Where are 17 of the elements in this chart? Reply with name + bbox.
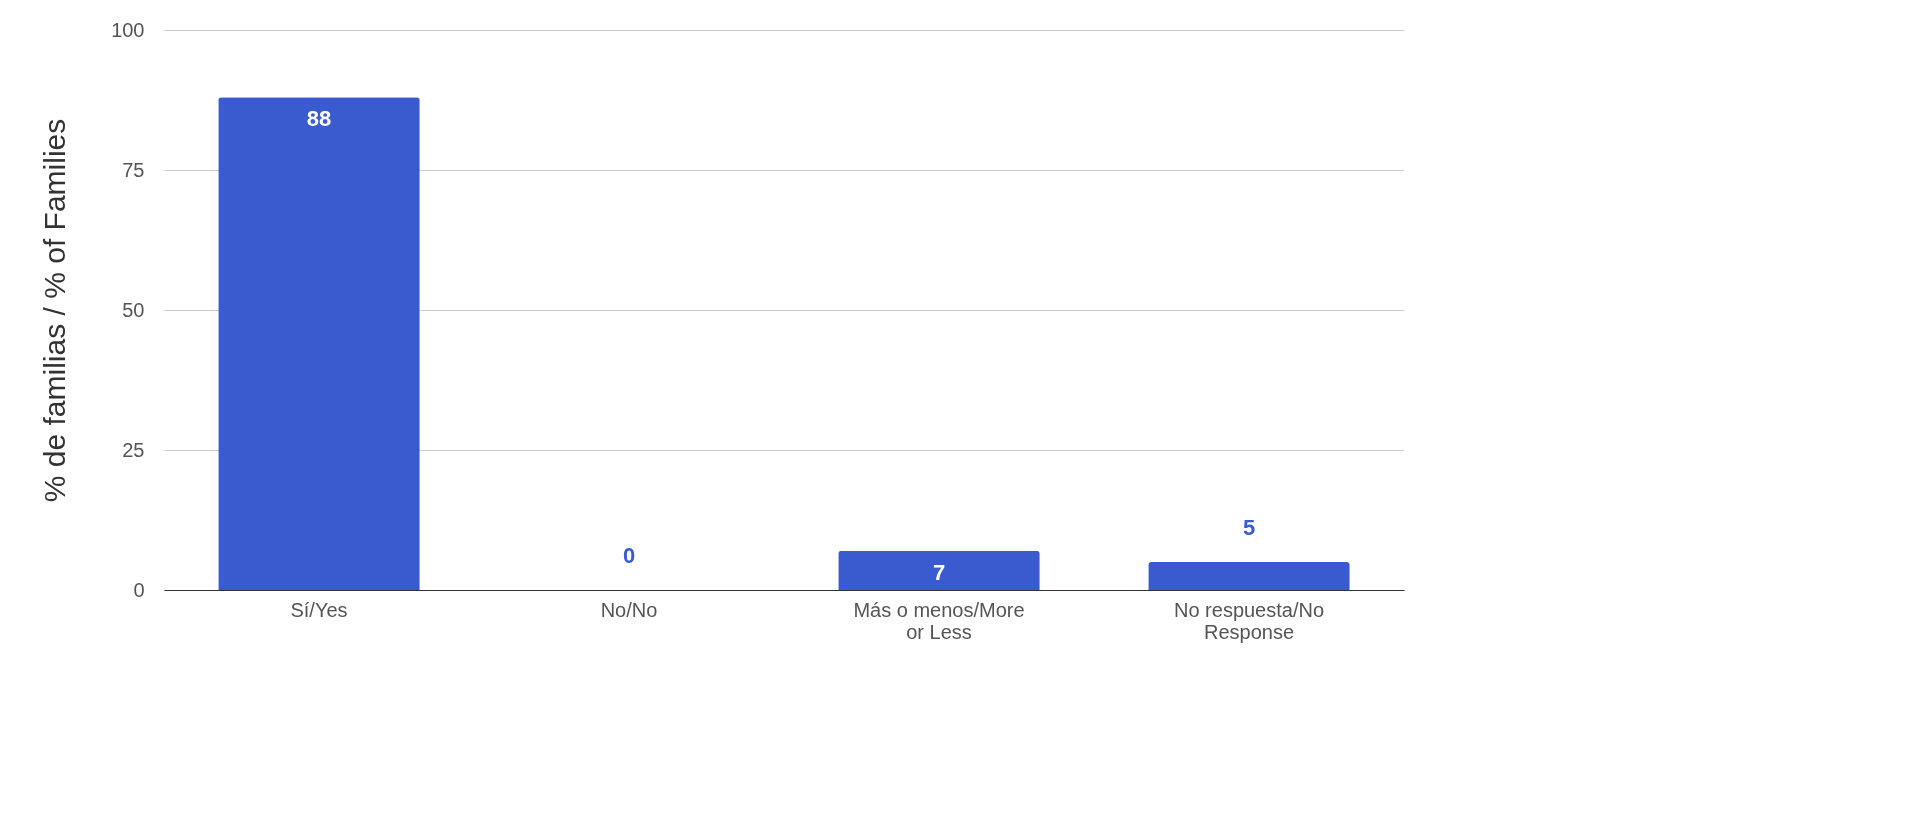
bar	[1148, 562, 1350, 590]
data-label: 88	[306, 106, 332, 132]
y-tick-label: 50	[122, 298, 145, 321]
bar	[838, 550, 1040, 590]
x-tick-label: Más o menos/More or Less	[853, 598, 1025, 643]
x-tick-label: No/No	[600, 598, 658, 621]
bar	[218, 97, 420, 590]
data-label: 0	[622, 543, 636, 568]
y-tick-label: 75	[122, 158, 145, 181]
y-tick-label: 0	[133, 578, 145, 601]
y-tick-label: 100	[111, 18, 145, 41]
x-tick-label: Sí/Yes	[290, 598, 348, 621]
data-label: 7	[932, 559, 946, 585]
data-label: 5	[1242, 515, 1256, 540]
x-tick-label: No respuesta/No Response	[1173, 598, 1325, 643]
y-tick-label: 25	[122, 438, 145, 461]
y-axis-title: % de familias / % of Families	[38, 118, 72, 503]
